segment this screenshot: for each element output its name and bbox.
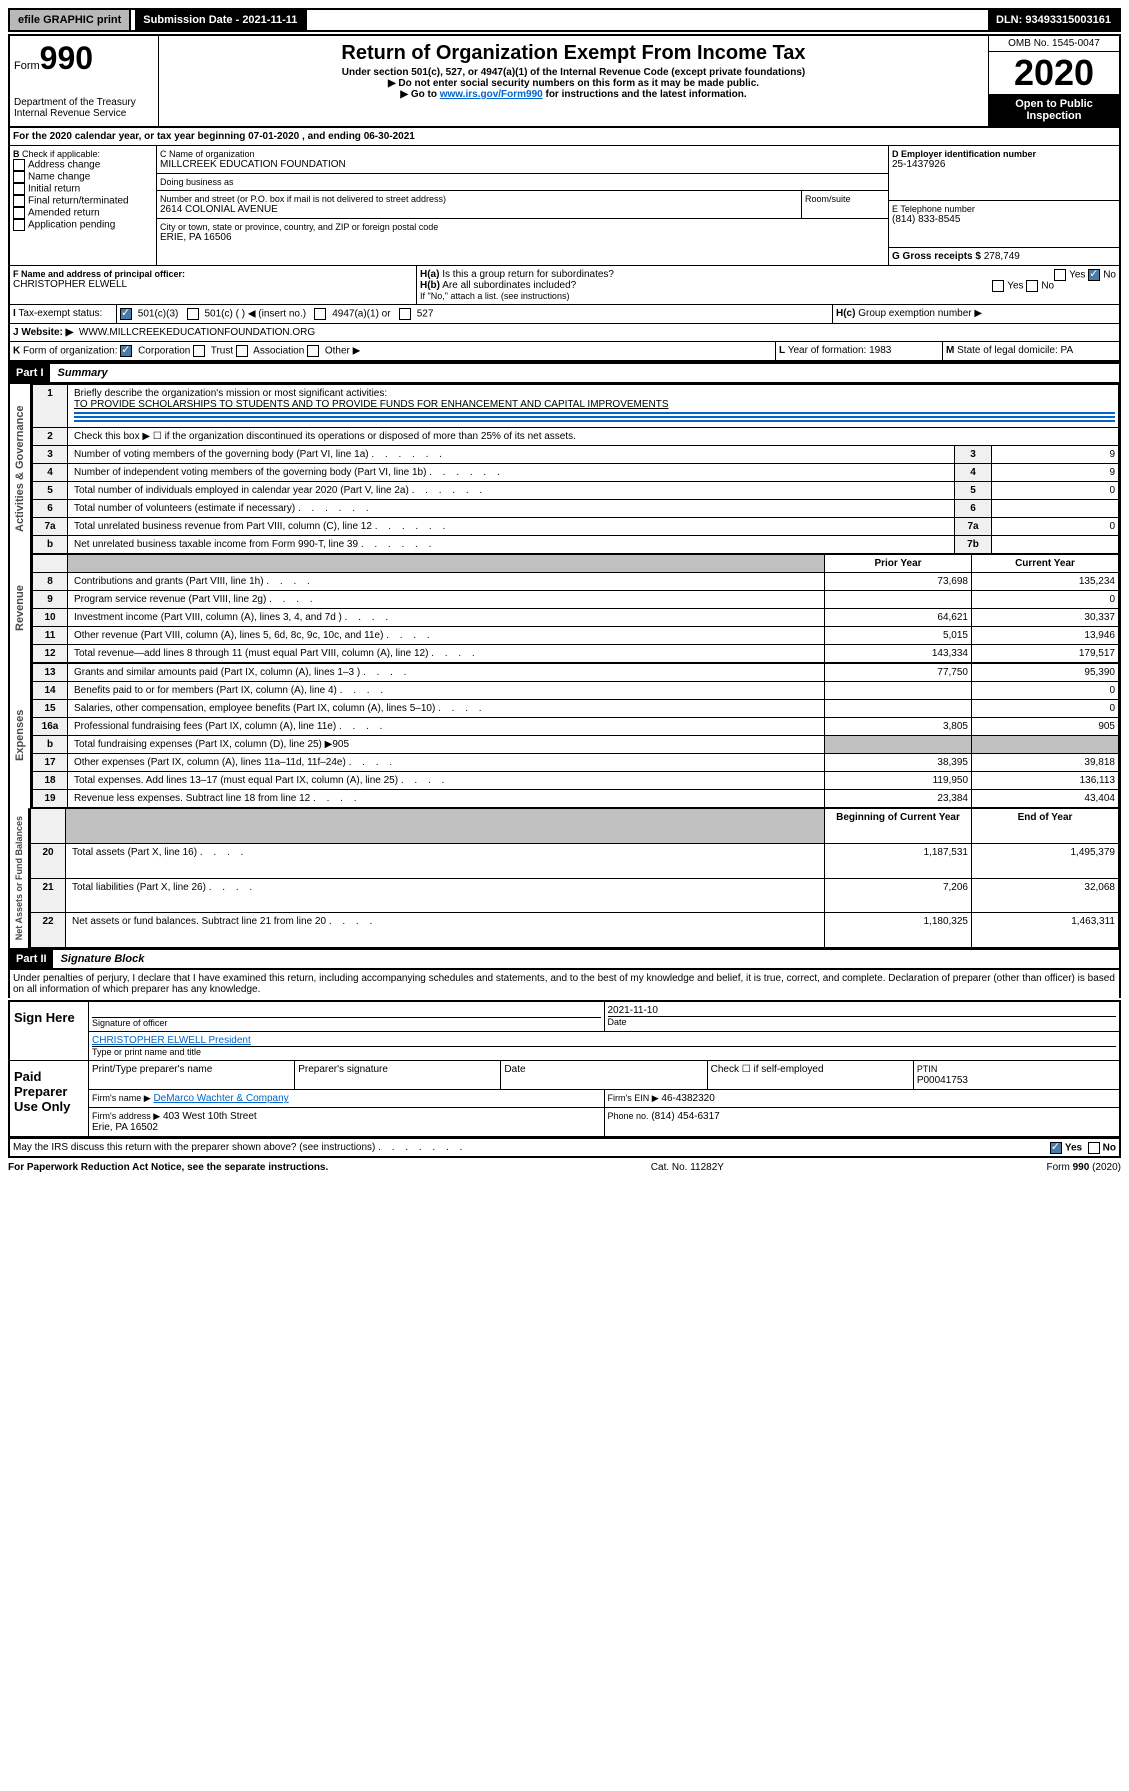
form-header: Form 990 Department of the Treasury Inte… <box>8 34 1121 128</box>
revenue-section: Revenue Prior YearCurrent Year 8Contribu… <box>8 554 1121 663</box>
pra-notice: For Paperwork Reduction Act Notice, see … <box>8 1162 328 1173</box>
telephone: (814) 833-8545 <box>892 214 1116 225</box>
submission-date: Submission Date - 2021-11-11 <box>135 10 307 30</box>
side-netassets: Net Assets or Fund Balances <box>10 808 30 948</box>
website-row: J Website: ▶ WWW.MILLCREEKEDUCATIONFOUND… <box>8 324 1121 342</box>
checkbox-amended-return[interactable]: Amended return <box>13 207 153 219</box>
checkbox-initial-return[interactable]: Initial return <box>13 183 153 195</box>
expenses-section: Expenses 13Grants and similar amounts pa… <box>8 663 1121 808</box>
side-expenses: Expenses <box>10 663 32 808</box>
checkbox-other[interactable] <box>307 345 319 357</box>
firm-name[interactable]: DeMarco Wachter & Company <box>153 1093 288 1104</box>
firm-ein: 46-4382320 <box>661 1093 714 1104</box>
paid-preparer-label: Paid Preparer Use Only <box>10 1061 89 1136</box>
website: WWW.MILLCREEKEDUCATIONFOUNDATION.ORG <box>79 327 315 338</box>
form-title: Return of Organization Exempt From Incom… <box>163 42 984 65</box>
street-address: 2614 COLONIAL AVENUE <box>160 204 798 215</box>
line2: Check this box ▶ ☐ if the organization d… <box>68 428 1119 446</box>
footer: For Paperwork Reduction Act Notice, see … <box>8 1162 1121 1173</box>
checkbox-trust[interactable] <box>193 345 205 357</box>
dept-label: Department of the Treasury Internal Reve… <box>14 97 154 119</box>
omb-number: OMB No. 1545-0047 <box>989 36 1119 52</box>
officer-row: F Name and address of principal officer:… <box>8 266 1121 305</box>
dba-label: Doing business as <box>160 177 885 187</box>
open-public: Open to Public Inspection <box>989 94 1119 126</box>
org-name: MILLCREEK EDUCATION FOUNDATION <box>160 159 885 170</box>
catalog-number: Cat. No. 11282Y <box>651 1162 724 1173</box>
tax-year: 2020 <box>989 52 1119 94</box>
dln: DLN: 93493315003161 <box>988 10 1119 30</box>
form-label-footer: Form 990 (2020) <box>1047 1162 1121 1173</box>
efile-label[interactable]: efile GRAPHIC print <box>10 10 131 30</box>
sign-date: 2021-11-10 <box>608 1005 658 1016</box>
checkbox-application-pending[interactable]: Application pending <box>13 219 153 231</box>
firm-address: 403 West 10th Street <box>163 1111 257 1122</box>
state-domicile: PA <box>1061 345 1074 356</box>
top-bar: efile GRAPHIC print Submission Date - 20… <box>8 8 1121 32</box>
ptin: P00041753 <box>917 1075 968 1086</box>
officer-name-link[interactable]: CHRISTOPHER ELWELL President <box>92 1035 251 1046</box>
period-row: For the 2020 calendar year, or tax year … <box>8 128 1121 146</box>
checkbox-501c[interactable] <box>187 308 199 320</box>
principal-officer: CHRISTOPHER ELWELL <box>13 279 413 290</box>
note-link: ▶ Go to www.irs.gov/Form990 for instruct… <box>163 89 984 100</box>
self-employed-check[interactable]: Check ☐ if self-employed <box>708 1061 914 1089</box>
part2-title: Signature Block <box>53 953 145 965</box>
tax-exempt-row: I Tax-exempt status: 501(c)(3) 501(c) ( … <box>8 305 1121 324</box>
checkbox-501c3[interactable] <box>120 308 132 320</box>
gross-receipts: 278,749 <box>984 251 1020 262</box>
irs-link[interactable]: www.irs.gov/Form990 <box>440 89 543 100</box>
form-990-logo: Form 990 <box>14 40 154 77</box>
discuss-no[interactable] <box>1088 1142 1100 1154</box>
checkbox-address-change[interactable]: Address change <box>13 159 153 171</box>
checkbox-association[interactable] <box>236 345 248 357</box>
sign-here-label: Sign Here <box>10 1002 89 1060</box>
perjury-declaration: Under penalties of perjury, I declare th… <box>8 970 1121 998</box>
period-text: For the 2020 calendar year, or tax year … <box>10 128 1119 145</box>
form-subtitle: Under section 501(c), 527, or 4947(a)(1)… <box>163 67 984 78</box>
checkbox-527[interactable] <box>399 308 411 320</box>
discuss-yes[interactable] <box>1050 1142 1062 1154</box>
ein: 25-1437926 <box>892 159 1116 170</box>
side-governance: Activities & Governance <box>10 384 32 554</box>
part1-header: Part I <box>10 364 50 382</box>
room-suite: Room/suite <box>801 191 888 218</box>
side-revenue: Revenue <box>10 554 32 663</box>
discuss-row: May the IRS discuss this return with the… <box>8 1139 1121 1158</box>
city-state-zip: ERIE, PA 16506 <box>160 232 885 243</box>
checkbox-corporation[interactable] <box>120 345 132 357</box>
year-formation: 1983 <box>869 345 891 356</box>
signature-block: Sign Here Signature of officer 2021-11-1… <box>8 1000 1121 1139</box>
form-org-row: K Form of organization: Corporation Trus… <box>8 342 1121 362</box>
firm-phone: (814) 454-6317 <box>651 1111 719 1122</box>
identity-block: B Check if applicable: Address change Na… <box>8 146 1121 266</box>
governance-section: Activities & Governance 1 Briefly descri… <box>8 384 1121 554</box>
note-ssn: ▶ Do not enter social security numbers o… <box>163 78 984 89</box>
netassets-section: Net Assets or Fund Balances Beginning of… <box>8 808 1121 950</box>
checkbox-final-return[interactable]: Final return/terminated <box>13 195 153 207</box>
part2-header: Part II <box>10 950 53 968</box>
mission-text: TO PROVIDE SCHOLARSHIPS TO STUDENTS AND … <box>74 399 669 410</box>
checkbox-4947[interactable] <box>314 308 326 320</box>
part1-title: Summary <box>50 367 108 379</box>
checkbox-name-change[interactable]: Name change <box>13 171 153 183</box>
